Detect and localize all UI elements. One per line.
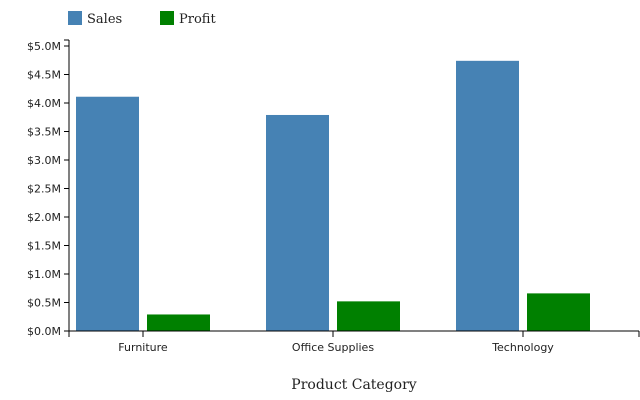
bar-profit-office-supplies[interactable] — [337, 301, 400, 331]
legend-label-profit: Profit — [179, 12, 216, 27]
x-axis: Furniture Office Supplies Technology — [68, 330, 640, 354]
y-tick-label: $0.5M — [27, 297, 61, 310]
bar-profit-technology[interactable] — [527, 293, 590, 331]
y-tick-label: $5.0M — [27, 40, 61, 53]
legend-label-sales: Sales — [87, 12, 122, 27]
x-tick-label-office-supplies: Office Supplies — [292, 341, 374, 354]
x-tick-label-furniture: Furniture — [118, 341, 168, 354]
bar-sales-technology[interactable] — [456, 60, 519, 331]
legend-swatch-profit — [160, 11, 174, 25]
legend-swatch-sales — [68, 11, 82, 25]
x-axis-title: Product Category — [291, 377, 416, 393]
bar-sales-furniture[interactable] — [76, 96, 139, 331]
y-tick-label: $1.0M — [27, 268, 61, 281]
y-tick-label: $2.5M — [27, 183, 61, 196]
bar-sales-office-supplies[interactable] — [266, 114, 329, 331]
bar-profit-furniture[interactable] — [147, 314, 210, 331]
bars — [76, 60, 590, 331]
y-tick-label: $4.5M — [27, 69, 61, 82]
legend: Sales Profit — [68, 11, 216, 27]
y-tick-label: $0.0M — [27, 325, 61, 338]
y-tick-label: $3.0M — [27, 154, 61, 167]
y-tick-label: $1.5M — [27, 240, 61, 253]
y-tick-label: $3.5M — [27, 126, 61, 139]
y-axis: $0.0M $0.5M $1.0M $1.5M $2.0M $2.5M $3.0M $3.5M… — [27, 39, 70, 338]
y-tick-label: $2.0M — [27, 211, 61, 224]
y-tick-label: $4.0M — [27, 97, 61, 110]
x-tick-label-technology: Technology — [491, 341, 554, 354]
